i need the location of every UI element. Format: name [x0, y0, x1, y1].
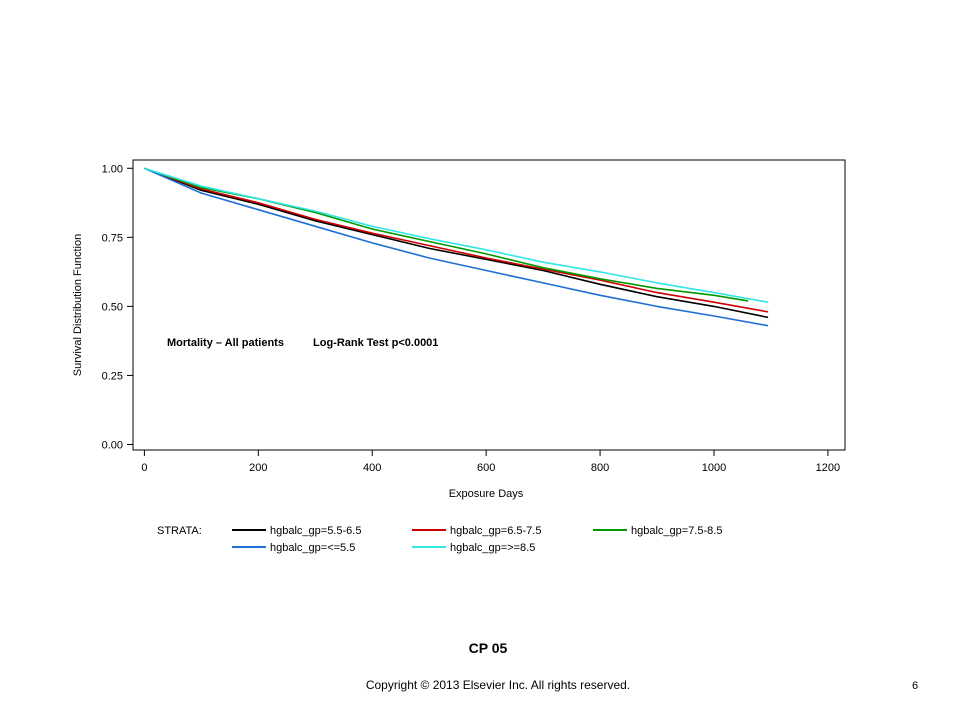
series-line-hgbalc-gp-5-5: [144, 167, 769, 327]
annotation-mortality: Mortality – All patients: [167, 337, 284, 349]
y-axis: 0.00 0.25 0.50 0.75 1.00: [102, 163, 133, 451]
y-axis-title: Survival Distribution Function: [72, 234, 84, 376]
x-tick-label: 800: [591, 462, 609, 474]
plot-frame: [132, 159, 846, 451]
y-tick-label: 0.75: [102, 232, 123, 244]
x-tick-label: 200: [249, 462, 267, 474]
x-tick-label: 400: [363, 462, 381, 474]
figure-caption: CP 05: [468, 640, 508, 656]
x-tick-label: 1200: [816, 462, 840, 474]
y-tick-label: 0.25: [102, 370, 123, 382]
x-axis: 0 200 400 600 800 1000 1200: [141, 450, 840, 474]
series-line-hgbalc-gp-7-5-8-5: [144, 167, 749, 302]
annotation-logrank: Log-Rank Test p<0.0001: [313, 337, 438, 349]
x-tick-label: 1000: [702, 462, 726, 474]
series-line-hgbalc-gp-6-5-7-5: [144, 167, 769, 313]
legend-title: STRATA:: [157, 525, 202, 537]
x-tick-label: 0: [141, 462, 147, 474]
x-tick-label: 600: [477, 462, 495, 474]
legend: STRATA: hgbalc_gp=5.5-6.5 hgbalc_gp=6.5-7…: [157, 525, 722, 554]
series-line-hgbalc-gp-8-5: [144, 167, 769, 303]
series-lines: [144, 167, 769, 327]
legend-label: hgbalc_gp=6.5-7.5: [450, 525, 541, 537]
legend-label: hgbalc_gp=<=5.5: [270, 542, 355, 554]
y-tick-label: 1.00: [102, 163, 123, 175]
legend-label: hgbalc_gp=5.5-6.5: [270, 525, 361, 537]
y-tick-label: 0.00: [102, 439, 123, 451]
series-line-hgbalc-gp-5-5-6-5: [144, 167, 769, 319]
legend-label: hgbalc_gp=>=8.5: [450, 542, 535, 554]
y-tick-label: 0.50: [102, 301, 123, 313]
page-number: 6: [912, 680, 919, 692]
x-axis-title: Exposure Days: [449, 488, 524, 500]
survival-chart: 0.00 0.25 0.50 0.75 1.00 0 200 400 600 800 1000 12…: [72, 159, 846, 554]
copyright-notice: Copyright © 2013 Elsevier Inc. All right…: [365, 678, 631, 692]
legend-label: hgbalc_gp=7.5-8.5: [631, 525, 722, 537]
